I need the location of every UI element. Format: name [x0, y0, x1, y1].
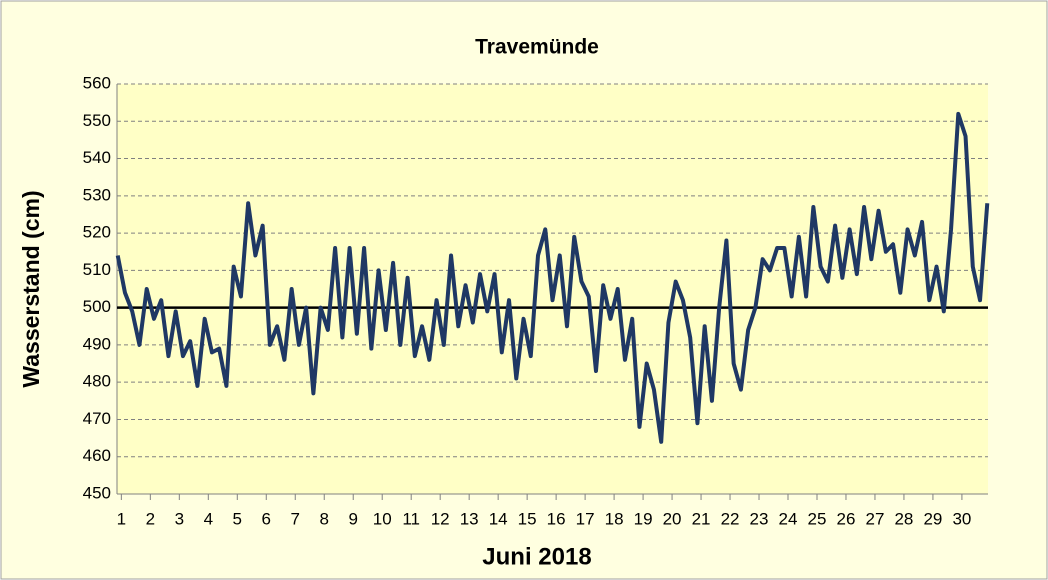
x-tick-label: 29: [923, 509, 942, 528]
x-axis-label: Juni 2018: [482, 543, 591, 570]
x-tick-label: 28: [894, 509, 913, 528]
data-line: [115, 111, 990, 444]
x-tick-label: 18: [605, 509, 624, 528]
x-tick-label: 16: [547, 509, 566, 528]
x-tick-label: 24: [779, 509, 798, 528]
y-tick-label: 540: [83, 148, 111, 167]
x-tick-label: 27: [865, 509, 884, 528]
x-tick-label: 26: [837, 509, 856, 528]
x-tick-label: 1: [117, 509, 126, 528]
x-tick-label: 15: [518, 509, 537, 528]
x-tick-label: 20: [663, 509, 682, 528]
y-tick-label: 550: [83, 111, 111, 130]
x-tick-label: 30: [952, 509, 971, 528]
x-tick-label: 21: [692, 509, 711, 528]
x-tick-label: 6: [262, 509, 271, 528]
y-tick-label: 500: [83, 297, 111, 316]
x-tick-label: 2: [146, 509, 155, 528]
x-tick-label: 8: [320, 509, 329, 528]
x-tick-label: 4: [204, 509, 213, 528]
x-tick-label: 11: [402, 509, 420, 528]
y-tick-label: 560: [83, 73, 111, 92]
x-tick-label: 19: [634, 509, 653, 528]
y-tick-label: 530: [83, 185, 111, 204]
x-tick-label: 22: [721, 509, 740, 528]
x-tick-label: 14: [489, 509, 508, 528]
y-axis-label: Wasserstand (cm): [18, 190, 44, 387]
x-tick-label: 25: [808, 509, 827, 528]
x-tick-label: 3: [175, 509, 184, 528]
x-tick-label: 23: [750, 509, 769, 528]
y-tick-label: 510: [83, 260, 111, 279]
x-tick-label: 10: [373, 509, 392, 528]
x-tick-label: 12: [431, 509, 450, 528]
x-tick-label: 5: [233, 509, 242, 528]
x-tick-label: 13: [460, 509, 479, 528]
y-tick-label: 480: [83, 372, 111, 391]
x-tick-label: 17: [576, 509, 595, 528]
y-tick-label: 470: [83, 409, 111, 428]
y-tick-label: 490: [83, 334, 111, 353]
chart-title: Travemünde: [475, 36, 599, 59]
x-tick-label: 7: [291, 509, 300, 528]
y-tick-label: 460: [83, 446, 111, 465]
y-tick-label: 450: [83, 483, 111, 502]
y-tick-label: 520: [83, 223, 111, 242]
x-tick-label: 9: [348, 509, 357, 528]
